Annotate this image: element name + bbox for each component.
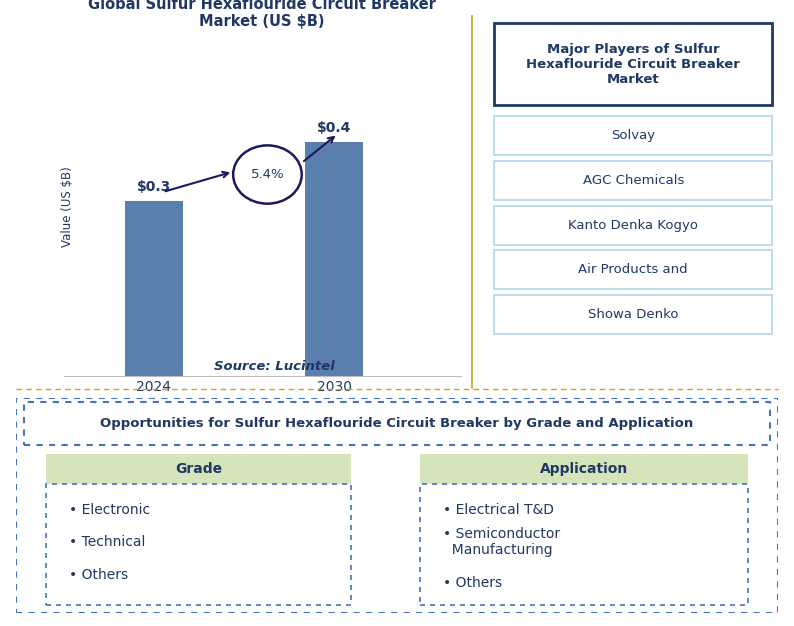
Text: Source: Lucintel: Source: Lucintel [214, 360, 334, 372]
Text: $0.3: $0.3 [137, 180, 171, 194]
Text: • Others: • Others [443, 577, 502, 590]
Text: Solvay: Solvay [611, 130, 655, 142]
Text: Major Players of Sulfur
Hexaflouride Circuit Breaker
Market: Major Players of Sulfur Hexaflouride Cir… [526, 43, 740, 86]
Text: Opportunities for Sulfur Hexaflouride Circuit Breaker by Grade and Application: Opportunities for Sulfur Hexaflouride Ci… [100, 417, 694, 430]
Bar [306, 143, 363, 376]
Title: Global Sulfur Hexaflouride Circuit Breaker
Market (US $B): Global Sulfur Hexaflouride Circuit Break… [88, 0, 436, 29]
FancyBboxPatch shape [494, 205, 773, 245]
Text: Grade: Grade [175, 462, 222, 476]
Text: • Others: • Others [69, 568, 129, 582]
FancyBboxPatch shape [494, 250, 773, 289]
FancyBboxPatch shape [494, 161, 773, 200]
FancyBboxPatch shape [46, 454, 351, 484]
Text: Air Products and: Air Products and [578, 264, 688, 276]
Text: Value (US $B): Value (US $B) [60, 167, 74, 247]
FancyBboxPatch shape [420, 454, 748, 484]
Text: • Electronic: • Electronic [69, 503, 150, 517]
FancyBboxPatch shape [494, 116, 773, 155]
FancyBboxPatch shape [24, 402, 770, 445]
Text: • Electrical T&D: • Electrical T&D [443, 503, 553, 517]
Text: • Technical: • Technical [69, 535, 145, 549]
Bar [125, 201, 183, 376]
FancyBboxPatch shape [494, 295, 773, 334]
FancyBboxPatch shape [46, 484, 351, 605]
Text: Showa Denko: Showa Denko [588, 308, 678, 321]
FancyBboxPatch shape [16, 398, 778, 613]
Text: $0.4: $0.4 [317, 121, 352, 135]
FancyBboxPatch shape [420, 484, 748, 605]
Text: Application: Application [540, 462, 628, 476]
Text: Kanto Denka Kogyo: Kanto Denka Kogyo [569, 218, 698, 232]
Text: AGC Chemicals: AGC Chemicals [583, 174, 684, 187]
Text: 5.4%: 5.4% [251, 168, 284, 181]
FancyBboxPatch shape [494, 23, 773, 105]
Text: • Semiconductor
  Manufacturing: • Semiconductor Manufacturing [443, 527, 560, 557]
